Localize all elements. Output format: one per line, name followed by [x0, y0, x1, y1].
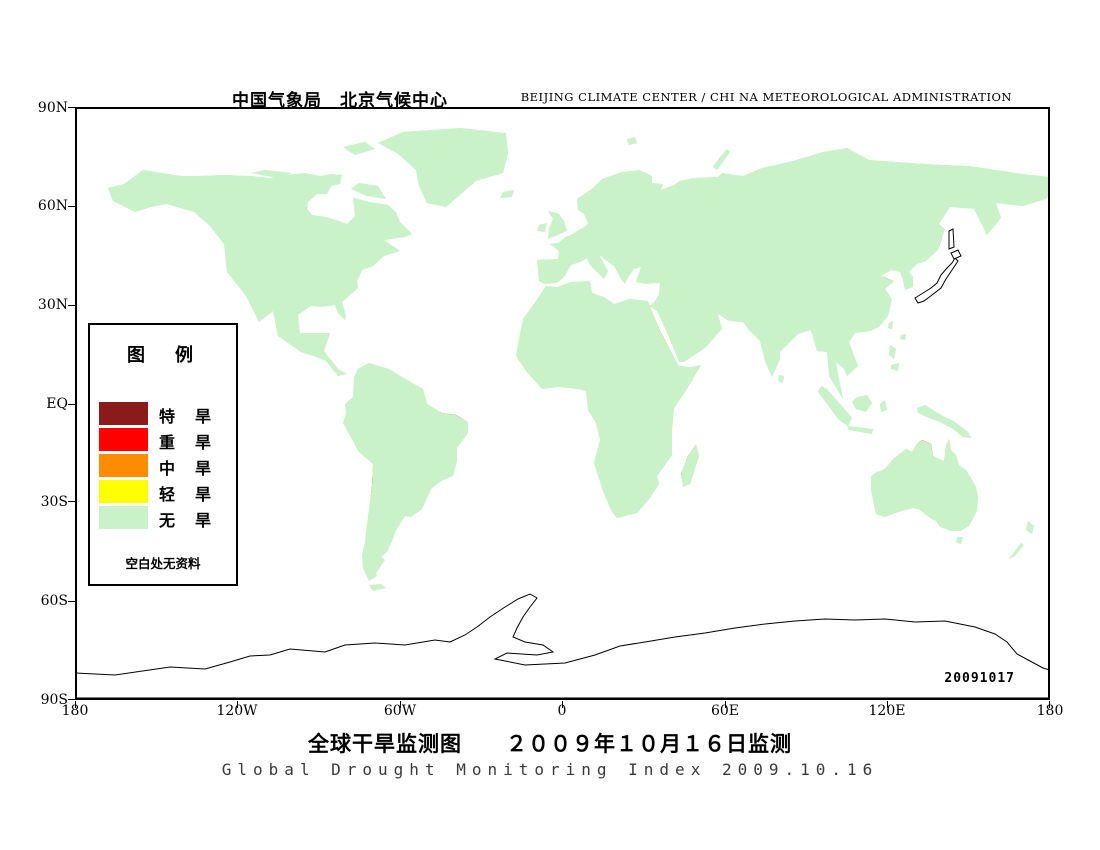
lat-label-90n: 90N: [37, 100, 68, 116]
lat-label-30n: 30N: [37, 297, 68, 313]
antarctica: [75, 593, 1050, 700]
legend-label-extreme: 特 旱: [159, 407, 214, 426]
lon-tick: [237, 701, 238, 708]
header-chinese: 中国气象局 北京气候中心: [232, 91, 448, 111]
legend-row-moderate: 中 旱: [99, 454, 229, 478]
legend-label-light: 轻 旱: [159, 485, 214, 504]
legend-row-none: 无 旱: [99, 506, 229, 530]
lat-tick: [68, 107, 75, 108]
lat-label-90s: 90S: [40, 692, 68, 708]
legend-note: 空白处无资料: [125, 556, 201, 571]
lon-tick: [75, 701, 76, 708]
legend-row-severe: 重 旱: [99, 428, 229, 452]
legend-label-moderate: 中 旱: [159, 459, 214, 478]
title-chinese: 全球干旱监测图 ２００９年１０月１６日监测: [308, 732, 792, 756]
lon-label-60e: 60E: [710, 703, 740, 719]
world-map: [75, 107, 1050, 700]
lon-tick: [1049, 701, 1050, 708]
lon-label-180e: 180: [1036, 703, 1064, 719]
header-english: BEIJING CLIMATE CENTER / CHI NA METEOROL…: [520, 90, 1012, 104]
legend-swatch-light: [99, 480, 148, 503]
legend: 图 例 特 旱 重 旱 中 旱 轻 旱 无 旱 空白处无资料: [88, 323, 238, 586]
lon-label-60w: 60W: [383, 703, 417, 719]
legend-swatch-extreme: [99, 402, 148, 425]
lat-tick: [68, 305, 75, 306]
lat-label-eq: EQ: [46, 396, 68, 412]
legend-label-severe: 重 旱: [159, 433, 214, 452]
lon-label-120w: 120W: [216, 703, 258, 719]
lon-tick: [562, 701, 563, 708]
legend-swatch-moderate: [99, 454, 148, 477]
lat-tick: [68, 206, 75, 207]
lon-tick: [400, 701, 401, 708]
coastline-layer: [107, 127, 1050, 592]
legend-swatch-none: [99, 506, 148, 529]
lon-label-0: 0: [557, 703, 567, 719]
lat-label-60s: 60S: [40, 593, 68, 609]
legend-title: 图 例: [127, 345, 199, 366]
legend-label-none: 无 旱: [159, 511, 214, 530]
legend-row-extreme: 特 旱: [99, 402, 229, 426]
lat-tick: [68, 501, 75, 502]
outline-land-layer: [75, 228, 1050, 700]
lat-label-30s: 30S: [40, 494, 68, 510]
date-stamp: 20091017: [944, 671, 1015, 686]
lat-tick: [68, 601, 75, 602]
lat-tick: [68, 699, 75, 700]
lon-tick: [887, 701, 888, 708]
lat-tick: [68, 404, 75, 405]
legend-row-light: 轻 旱: [99, 480, 229, 504]
title-english: Global Drought Monitoring Index 2009.10.…: [221, 760, 879, 779]
lon-label-180w: 180: [61, 703, 89, 719]
lat-label-60n: 60N: [37, 198, 68, 214]
legend-swatch-severe: [99, 428, 148, 451]
lon-label-120e: 120E: [868, 703, 906, 719]
lon-tick: [725, 701, 726, 708]
